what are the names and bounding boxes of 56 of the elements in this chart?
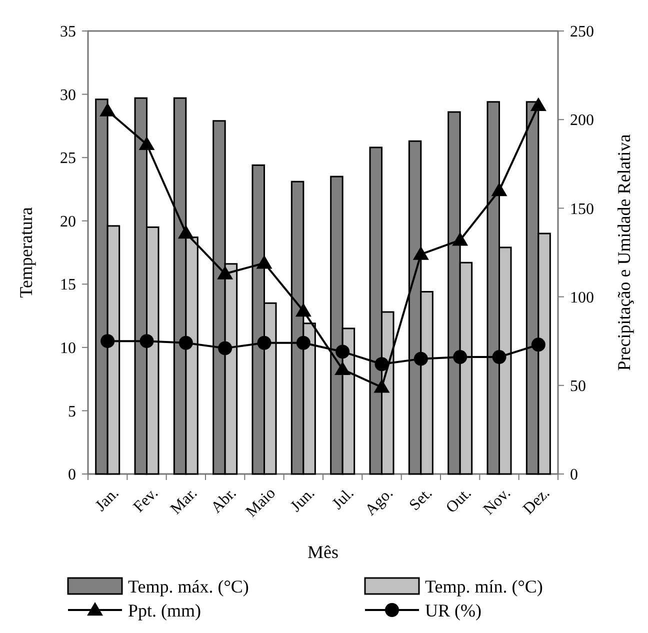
- point: [100, 102, 116, 116]
- y-tick-label: 35: [60, 24, 76, 41]
- x-tick-label: Out.: [443, 484, 475, 517]
- x-axis-title: Mês: [308, 542, 338, 562]
- y-tick-label: 15: [60, 276, 76, 294]
- x-tick-label: Mar.: [168, 484, 201, 518]
- x-tick-label: Jun.: [288, 484, 318, 516]
- y-tick-label: 30: [60, 86, 76, 104]
- x-tick-label: Fev.: [130, 484, 162, 516]
- point: [218, 341, 232, 356]
- y-tick-label: 0: [68, 466, 76, 484]
- point: [530, 97, 546, 112]
- x-tick-label: Nov.: [480, 484, 514, 518]
- y-axis-title: Temperatura: [16, 207, 36, 298]
- point: [256, 255, 272, 269]
- point: [138, 136, 155, 150]
- point: [296, 336, 310, 350]
- point: [453, 350, 468, 364]
- x-tick-label: Jan.: [92, 484, 122, 515]
- point: [452, 232, 468, 246]
- y2-tick-label: 150: [570, 200, 594, 218]
- y2-axis-title: Precipitação e Umidade Relativa: [614, 134, 634, 371]
- y-tick-label: 20: [60, 213, 76, 230]
- y2-tick-label: 0: [570, 466, 578, 484]
- point: [100, 334, 115, 348]
- point: [295, 302, 312, 317]
- point: [414, 352, 428, 366]
- y-tick-label: 5: [68, 403, 76, 420]
- y-tick-label: 25: [60, 150, 76, 168]
- x-tick-label: Jul.: [329, 484, 358, 513]
- point: [336, 344, 350, 359]
- y2-tick-label: 50: [570, 378, 586, 395]
- point: [217, 266, 234, 280]
- point: [374, 379, 390, 393]
- point: [140, 334, 154, 348]
- x-tick-label: Abr.: [208, 484, 240, 517]
- point: [178, 336, 193, 350]
- y-tick-label: 10: [60, 340, 76, 358]
- y2-tick-label: 100: [570, 289, 594, 306]
- x-tick-label: Set.: [406, 484, 436, 514]
- point: [412, 246, 429, 260]
- point: [491, 182, 508, 196]
- point: [178, 225, 194, 239]
- y2-tick-label: 200: [570, 112, 594, 130]
- y2-tick-label: 250: [570, 24, 594, 41]
- legend-label: UR (%): [425, 600, 482, 620]
- x-tick-label: Dez.: [520, 484, 554, 518]
- point: [374, 357, 389, 372]
- point: [334, 361, 351, 376]
- point: [257, 336, 272, 350]
- legend-label: Temp. máx. (°C): [128, 576, 249, 596]
- x-tick-label: Ago.: [362, 484, 396, 520]
- legend-label: Ppt. (mm): [128, 600, 202, 620]
- point: [492, 350, 506, 364]
- legend-label: Temp. mín. (°C): [425, 576, 543, 596]
- point: [531, 338, 546, 352]
